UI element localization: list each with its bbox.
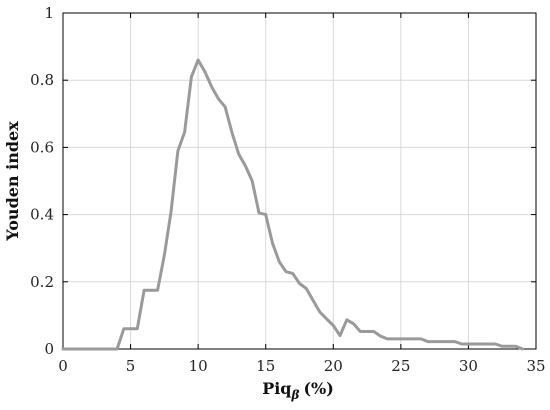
y-tick-label: 0.6	[30, 138, 54, 156]
x-tick-label: 30	[459, 357, 478, 375]
x-tick-label: 15	[256, 357, 275, 375]
x-axis-label-unit: (%)	[303, 379, 333, 398]
y-tick-labels: 0 0.2 0.4 0.6 0.8 1	[30, 4, 54, 358]
plot-area-frame	[62, 12, 537, 350]
x-tick-label: 0	[58, 357, 68, 375]
y-tick-label: 0.2	[30, 273, 54, 291]
y-tick-label: 0.8	[30, 71, 54, 89]
x-axis-label: Piqβ (%)	[262, 379, 334, 402]
x-tick-label: 25	[391, 357, 410, 375]
x-axis-label-main: Piq	[262, 379, 291, 398]
y-tick-label: 1	[44, 4, 54, 22]
y-tick-label: 0.4	[30, 206, 54, 224]
y-tick-label: 0	[44, 340, 54, 358]
x-tick-label: 10	[189, 357, 208, 375]
grid	[63, 13, 536, 349]
x-tick-label: 35	[526, 357, 545, 375]
y-axis-label: Youden index	[3, 121, 22, 242]
x-tick-label: 5	[126, 357, 136, 375]
x-tick-labels: 0 5 10 15 20 25 30 35	[58, 357, 545, 375]
x-tick-label: 20	[324, 357, 343, 375]
tick-marks	[62, 12, 537, 350]
x-axis-label-subscript: β	[290, 388, 299, 402]
youden-series-line	[61, 58, 524, 351]
